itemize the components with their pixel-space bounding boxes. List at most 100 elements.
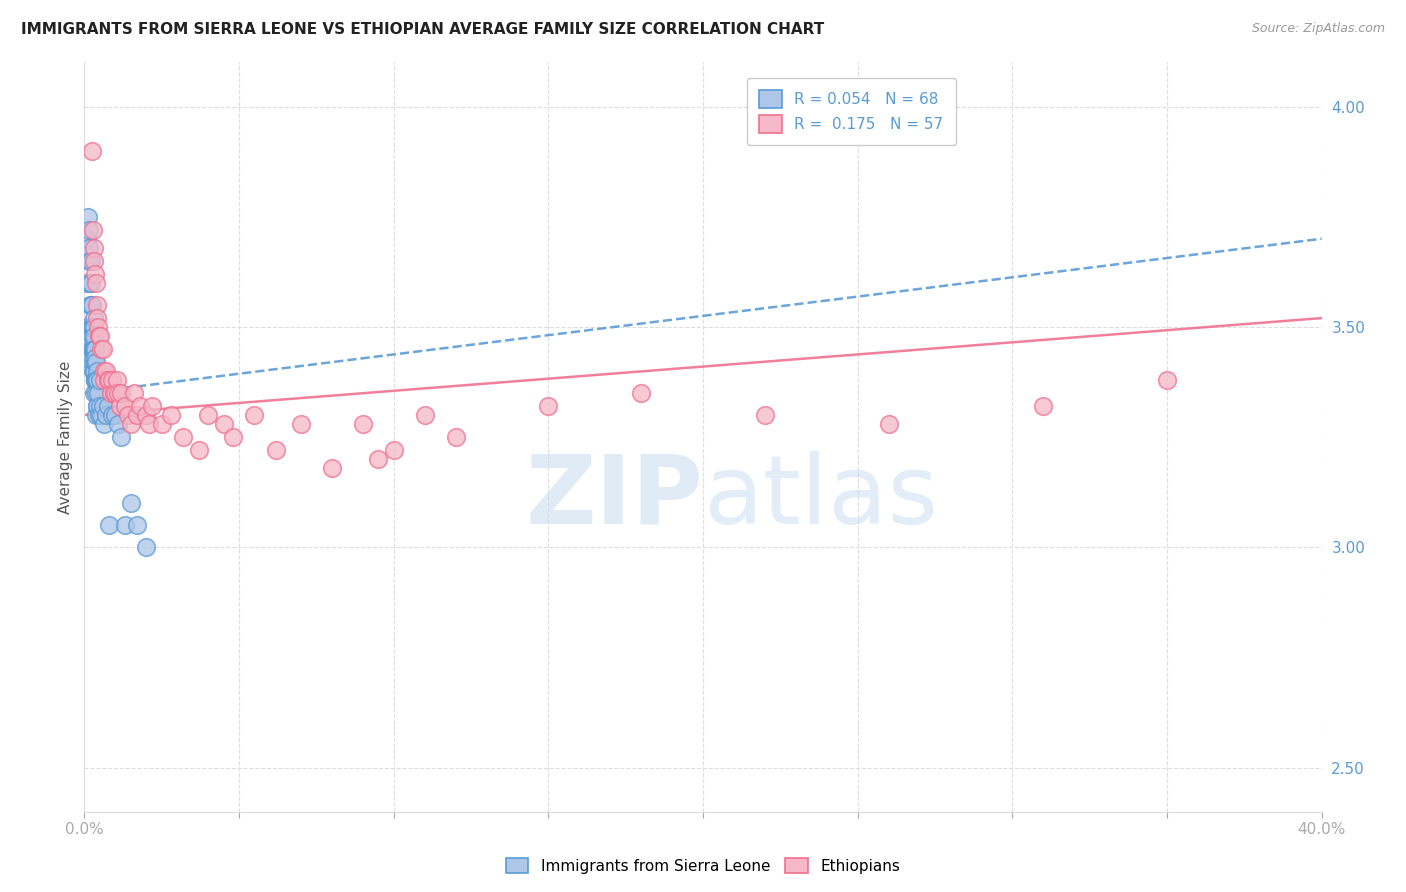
Text: ZIP: ZIP [524, 450, 703, 543]
Point [754, 408, 776, 422]
Point [110, 386, 132, 401]
Point [77, 241, 100, 255]
Point [84, 373, 107, 387]
Point [83, 333, 105, 347]
Point [104, 408, 127, 422]
Point [101, 373, 124, 387]
Point [120, 417, 142, 431]
Point [84, 351, 107, 365]
Point [96, 399, 118, 413]
Point [90, 342, 112, 356]
Point [89, 373, 111, 387]
Point [83, 373, 105, 387]
Point [83, 355, 105, 369]
Point [89, 328, 111, 343]
Point [80, 342, 103, 356]
Point [1032, 399, 1054, 413]
Point [107, 417, 129, 431]
Point [105, 373, 128, 387]
Point [90, 408, 112, 422]
Point [83, 328, 105, 343]
Point [84, 373, 107, 387]
Point [83, 386, 105, 401]
Point [367, 452, 389, 467]
Point [135, 541, 157, 555]
Point [212, 417, 235, 431]
Point [83, 364, 105, 378]
Text: Source: ZipAtlas.com: Source: ZipAtlas.com [1251, 22, 1385, 36]
Point [82, 342, 104, 356]
Legend: R = 0.054   N = 68, R =  0.175   N = 57: R = 0.054 N = 68, R = 0.175 N = 57 [747, 78, 956, 145]
Point [108, 399, 131, 413]
Point [76, 232, 98, 246]
Point [138, 417, 160, 431]
Point [98, 518, 121, 533]
Point [82, 319, 104, 334]
Point [83, 355, 105, 369]
Point [87, 386, 110, 401]
Point [89, 399, 111, 413]
Point [83, 319, 105, 334]
Point [83, 342, 105, 356]
Point [135, 408, 157, 422]
Point [87, 319, 110, 334]
Point [290, 417, 312, 431]
Point [84, 355, 107, 369]
Point [79, 276, 101, 290]
Point [222, 430, 245, 444]
Point [79, 298, 101, 312]
Point [84, 386, 107, 401]
Point [82, 144, 104, 158]
Point [86, 373, 108, 387]
Point [129, 399, 152, 413]
Point [82, 223, 104, 237]
Point [93, 364, 115, 378]
Point [86, 364, 108, 378]
Point [84, 355, 107, 369]
Point [79, 253, 101, 268]
Point [86, 298, 108, 312]
Point [82, 364, 104, 378]
Point [76, 319, 98, 334]
Point [84, 276, 107, 290]
Point [125, 518, 148, 533]
Point [91, 342, 114, 356]
Point [80, 298, 103, 312]
Point [80, 298, 103, 312]
Legend: Immigrants from Sierra Leone, Ethiopians: Immigrants from Sierra Leone, Ethiopians [499, 852, 907, 880]
Point [114, 518, 136, 533]
Point [77, 223, 100, 237]
Point [630, 386, 652, 401]
Point [83, 342, 105, 356]
Point [77, 210, 100, 224]
Point [86, 399, 108, 413]
Point [150, 417, 173, 431]
Point [120, 496, 142, 510]
Point [94, 364, 117, 378]
Point [83, 241, 105, 255]
Point [86, 399, 108, 413]
Point [107, 386, 129, 401]
Y-axis label: Average Family Size: Average Family Size [58, 360, 73, 514]
Point [82, 342, 104, 356]
Point [98, 373, 121, 387]
Point [352, 417, 374, 431]
Point [110, 430, 132, 444]
Point [160, 408, 183, 422]
Point [93, 373, 115, 387]
Point [1156, 373, 1178, 387]
Point [103, 386, 125, 401]
Point [82, 328, 104, 343]
Point [96, 373, 118, 387]
Point [122, 386, 145, 401]
Point [321, 461, 343, 475]
Point [444, 430, 467, 444]
Point [172, 430, 194, 444]
Point [83, 311, 105, 326]
Point [382, 443, 405, 458]
Point [84, 342, 107, 356]
Point [94, 408, 117, 422]
Point [101, 408, 124, 422]
Point [114, 399, 136, 413]
Point [537, 399, 560, 413]
